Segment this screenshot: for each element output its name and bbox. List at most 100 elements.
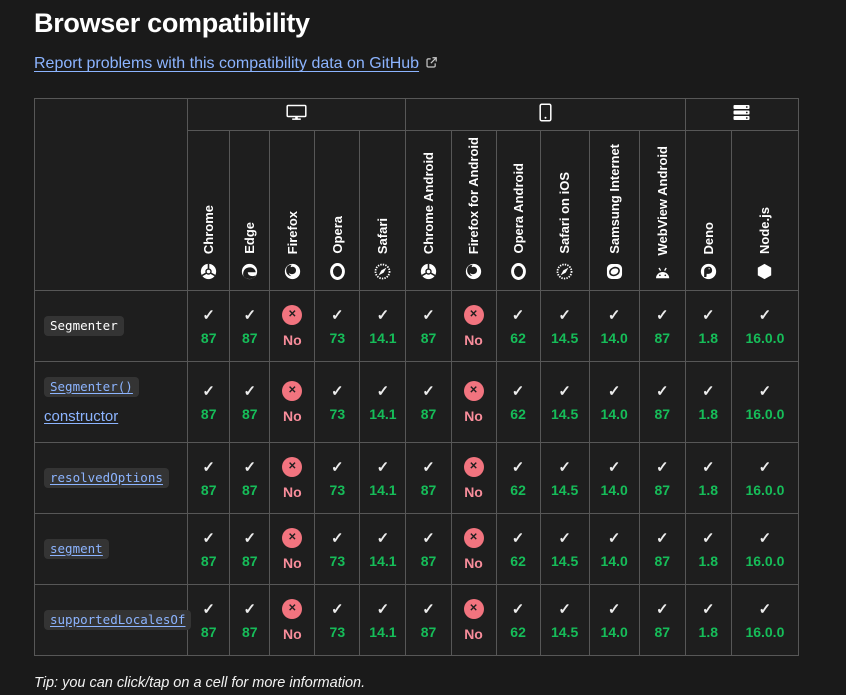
support-cell-safari[interactable]: ✓ 14.1 (359, 513, 407, 585)
support-version-label: 14.0 (600, 481, 628, 498)
support-cell-firefox[interactable]: ✕ No (269, 361, 316, 443)
support-cell-samsung-internet[interactable]: ✓ 14.0 (588, 442, 640, 514)
support-version-label: 14.5 (550, 329, 579, 346)
support-cell-firefox[interactable]: ✕ No (269, 290, 316, 362)
report-link-row: Report problems with this compatibility … (34, 55, 799, 74)
support-cell-edge[interactable]: ✓ 87 (229, 584, 271, 656)
support-cell-chrome-android[interactable]: ✓ 87 (405, 513, 452, 585)
not-supported-icon: ✕ (463, 599, 484, 619)
feature-suffix[interactable]: constructor (44, 408, 119, 425)
support-cell-deno[interactable]: ✓ 1.8 (684, 290, 732, 362)
support-cell-deno[interactable]: ✓ 1.8 (684, 584, 732, 656)
support-cell-firefox-for-android[interactable]: ✕ No (450, 442, 497, 514)
support-cell-safari[interactable]: ✓ 14.1 (359, 584, 407, 656)
support-cell-samsung-internet[interactable]: ✓ 14.0 (588, 584, 640, 656)
support-cell-edge[interactable]: ✓ 87 (229, 361, 271, 443)
support-cell-content: ✓ 87 (640, 460, 685, 497)
support-cell-firefox[interactable]: ✕ No (269, 513, 316, 585)
feature-code[interactable]: resolvedOptions (44, 468, 169, 488)
support-cell-content: ✓ 1.8 (686, 602, 731, 639)
support-cell-edge[interactable]: ✓ 87 (229, 513, 271, 585)
feature-link[interactable]: supportedLocalesOf (44, 610, 192, 630)
feature-code[interactable]: supportedLocalesOf (44, 610, 192, 630)
support-version-label: 87 (241, 552, 258, 569)
support-version-label: 62 (510, 481, 526, 498)
supported-check-icon: ✓ (702, 306, 715, 324)
support-cell-firefox-for-android[interactable]: ✕ No (450, 584, 497, 656)
support-cell-opera-android[interactable]: ✓ 62 (495, 584, 541, 656)
support-cell-samsung-internet[interactable]: ✓ 14.0 (588, 290, 640, 362)
feature-code[interactable]: segment (44, 539, 109, 559)
support-cell-opera-android[interactable]: ✓ 62 (495, 442, 541, 514)
support-cell-chrome[interactable]: ✓ 87 (187, 361, 231, 443)
support-cell-chrome-android[interactable]: ✓ 87 (405, 290, 452, 362)
support-cell-webview-android[interactable]: ✓ 87 (638, 361, 686, 443)
support-cell-edge[interactable]: ✓ 87 (229, 290, 271, 362)
support-cell-chrome[interactable]: ✓ 87 (187, 442, 231, 514)
support-cell-safari[interactable]: ✓ 14.1 (359, 442, 407, 514)
support-cell-opera-android[interactable]: ✓ 62 (495, 361, 541, 443)
support-version-label: 87 (654, 405, 671, 422)
support-cell-firefox[interactable]: ✕ No (269, 584, 316, 656)
support-cell-node-js[interactable]: ✓ 16.0.0 (730, 584, 800, 656)
support-cell-content: ✓ 87 (640, 384, 685, 421)
support-cell-opera[interactable]: ✓ 73 (314, 361, 361, 443)
support-cell-deno[interactable]: ✓ 1.8 (684, 513, 732, 585)
support-cell-opera[interactable]: ✓ 73 (314, 584, 361, 656)
support-version-label: No (282, 626, 302, 642)
support-cell-firefox-for-android[interactable]: ✕ No (450, 361, 497, 443)
feature-code[interactable]: Segmenter() (44, 377, 139, 397)
support-cell-firefox-for-android[interactable]: ✕ No (450, 290, 497, 362)
support-cell-chrome[interactable]: ✓ 87 (187, 290, 231, 362)
support-cell-chrome-android[interactable]: ✓ 87 (405, 361, 452, 443)
support-cell-firefox[interactable]: ✕ No (269, 442, 316, 514)
support-cell-safari-on-ios[interactable]: ✓ 14.5 (539, 361, 590, 443)
support-cell-safari-on-ios[interactable]: ✓ 14.5 (539, 584, 590, 656)
support-cell-samsung-internet[interactable]: ✓ 14.0 (588, 513, 640, 585)
support-cell-node-js[interactable]: ✓ 16.0.0 (730, 442, 800, 514)
feature-link[interactable]: resolvedOptions (44, 468, 169, 488)
support-cell-webview-android[interactable]: ✓ 87 (638, 513, 686, 585)
support-cell-deno[interactable]: ✓ 1.8 (684, 442, 732, 514)
support-cell-content: ✓ 14.5 (541, 602, 589, 639)
support-cell-chrome[interactable]: ✓ 87 (187, 513, 231, 585)
support-cell-firefox-for-android[interactable]: ✕ No (450, 513, 497, 585)
support-cell-webview-android[interactable]: ✓ 87 (638, 290, 686, 362)
support-cell-safari-on-ios[interactable]: ✓ 14.5 (539, 442, 590, 514)
support-cell-chrome[interactable]: ✓ 87 (187, 584, 231, 656)
support-cell-opera-android[interactable]: ✓ 62 (495, 290, 541, 362)
support-version-label: No (282, 484, 302, 500)
support-cell-webview-android[interactable]: ✓ 87 (638, 584, 686, 656)
support-cell-opera[interactable]: ✓ 73 (314, 290, 361, 362)
supported-check-icon: ✓ (702, 382, 715, 400)
support-cell-safari[interactable]: ✓ 14.1 (359, 290, 407, 362)
support-version-label: 87 (420, 552, 437, 569)
support-cell-opera[interactable]: ✓ 73 (314, 442, 361, 514)
support-cell-safari-on-ios[interactable]: ✓ 14.5 (539, 513, 590, 585)
support-version-label: 87 (420, 329, 437, 346)
support-cell-node-js[interactable]: ✓ 16.0.0 (730, 513, 800, 585)
support-cell-content: ✓ 87 (406, 531, 450, 568)
support-version-label: No (464, 332, 483, 348)
support-cell-node-js[interactable]: ✓ 16.0.0 (730, 361, 800, 443)
support-cell-opera-android[interactable]: ✓ 62 (495, 513, 541, 585)
support-cell-samsung-internet[interactable]: ✓ 14.0 (588, 361, 640, 443)
support-cell-safari[interactable]: ✓ 14.1 (359, 361, 407, 443)
report-problems-link[interactable]: Report problems with this compatibility … (34, 55, 420, 72)
supported-check-icon: ✓ (376, 529, 390, 547)
support-cell-opera[interactable]: ✓ 73 (314, 513, 361, 585)
support-cell-edge[interactable]: ✓ 87 (229, 442, 271, 514)
support-cell-node-js[interactable]: ✓ 16.0.0 (730, 290, 800, 362)
browser-header-content: Edge (230, 134, 269, 290)
support-cell-deno[interactable]: ✓ 1.8 (684, 361, 732, 443)
browser-name-label: Node.js (757, 207, 773, 254)
support-cell-webview-android[interactable]: ✓ 87 (638, 442, 686, 514)
browser-name-label: Opera (329, 216, 345, 254)
browser-header-firefox-for-android: Firefox for Android (450, 130, 497, 291)
support-cell-chrome-android[interactable]: ✓ 87 (405, 584, 452, 656)
support-cell-chrome-android[interactable]: ✓ 87 (405, 442, 452, 514)
feature-link[interactable]: segment (44, 539, 109, 559)
support-version-label: 87 (420, 481, 437, 498)
feature-link[interactable]: Segmenter() constructor (44, 377, 139, 425)
support-cell-safari-on-ios[interactable]: ✓ 14.5 (539, 290, 590, 362)
